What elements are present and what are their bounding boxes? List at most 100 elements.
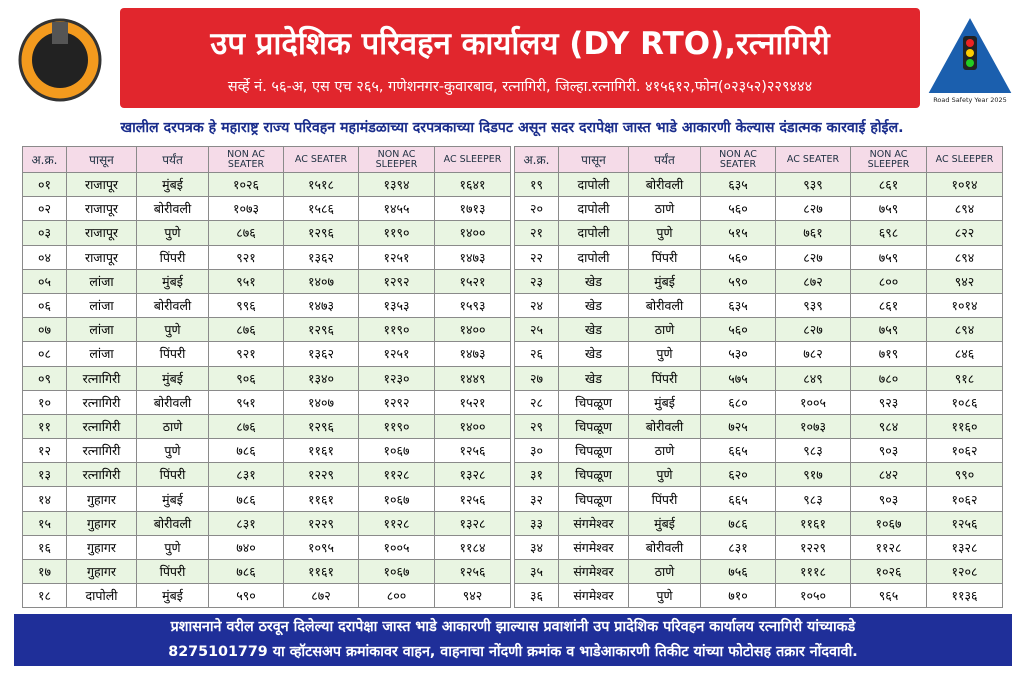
table-cell: ५७५ — [700, 365, 776, 391]
table-cell: ०६ — [22, 292, 67, 319]
table-cell: १२९६ — [283, 317, 359, 343]
table-cell: ७५६ — [700, 558, 776, 585]
table-cell: मुंबई — [136, 171, 209, 198]
table-cell: ७१९ — [850, 341, 927, 367]
table-row: १४ गुहागर मुंबई ७८६ ११६१ १०६७ १२५६ — [22, 486, 511, 512]
table-cell: ९३९ — [775, 171, 851, 198]
table-cell: १४०० — [434, 413, 511, 440]
table-cell: १५ — [22, 510, 67, 536]
table-cell: मुंबई — [136, 583, 209, 609]
table-row: ११ रत्नागिरी ठाणे ८७६ १२९६ ११९० १४०० — [22, 413, 511, 440]
table-cell: १२९२ — [358, 389, 435, 415]
table-cell: १०७३ — [775, 413, 851, 440]
table-cell: ०९ — [22, 365, 67, 391]
table-cell: १३६२ — [283, 244, 359, 270]
table-row: ०१ राजापूर मुंबई १०२६ १५१८ १३९४ १६४१ — [22, 171, 511, 198]
table-cell: १०६७ — [358, 486, 435, 512]
table-cell: ९९६ — [208, 292, 284, 319]
table-cell: ६८० — [700, 389, 776, 415]
table-cell: १३९४ — [358, 171, 435, 198]
table-cell: ठाणे — [628, 317, 701, 343]
table-cell: ०३ — [22, 220, 67, 246]
table-row: ३६ संगमेश्वर पुणे ७१० १०५० ९६५ ११३६ — [514, 583, 1003, 609]
table-cell: १३४० — [283, 365, 359, 391]
table-cell: १३ — [22, 462, 67, 488]
table-cell: ५३० — [700, 341, 776, 367]
table-cell: ८४६ — [926, 341, 1003, 367]
table-cell: ०२ — [22, 196, 67, 222]
column-header: NON AC SEATER — [700, 146, 776, 173]
table-cell: १५१८ — [283, 171, 359, 198]
table-cell: राजापूर — [66, 196, 137, 222]
table-cell: ७८६ — [208, 558, 284, 585]
column-header: पर्यंत — [628, 146, 701, 173]
table-cell: रत्नागिरी — [66, 413, 137, 440]
table-cell: ०१ — [22, 171, 67, 198]
table-cell: खेड — [558, 268, 629, 294]
header-row: अ.क्र. पासून पर्यंत NON AC SEATER AC SEATER N… — [22, 146, 511, 173]
table-cell: १५८६ — [283, 196, 359, 222]
table-cell: १११८ — [775, 558, 851, 585]
table-cell: १४४९ — [434, 365, 511, 391]
table-cell: ९१७ — [775, 462, 851, 488]
table-row: ०९ रत्नागिरी मुंबई ९०६ १३४० १२३० १४४९ — [22, 365, 511, 391]
table-cell: ८६१ — [850, 292, 927, 319]
table-row: १६ गुहागर पुणे ७४० १०९५ १००५ ११८४ — [22, 534, 511, 561]
table-cell: १४७३ — [283, 292, 359, 319]
table-cell: बोरीवली — [136, 292, 209, 319]
table-row: २७ खेड पिंपरी ५७५ ८४९ ७८० ९१८ — [514, 365, 1003, 391]
table-cell: ५९० — [700, 268, 776, 294]
table-cell: ११६० — [926, 413, 1003, 440]
table-cell: पिंपरी — [136, 462, 209, 488]
table-cell: ९४२ — [434, 583, 511, 609]
column-header: AC SLEEPER — [434, 146, 511, 173]
table-cell: ३२ — [514, 486, 559, 512]
logo-light — [966, 39, 974, 47]
table-cell: ठाणे — [628, 438, 701, 464]
table-cell: १०६२ — [926, 438, 1003, 464]
table-cell: राजापूर — [66, 244, 137, 270]
table-cell: मुंबई — [628, 389, 701, 415]
table-cell: रत्नागिरी — [66, 389, 137, 415]
table-cell: ६९८ — [850, 220, 927, 246]
table-cell: १२९६ — [283, 413, 359, 440]
table-cell: ७२५ — [700, 413, 776, 440]
table-cell: ९८३ — [775, 438, 851, 464]
table-cell: बोरीवली — [628, 413, 701, 440]
table-cell: गुहागर — [66, 558, 137, 585]
table-cell: २० — [514, 196, 559, 222]
table-cell: १९ — [514, 171, 559, 198]
table-cell: ८३१ — [208, 510, 284, 536]
column-header: पर्यंत — [136, 146, 209, 173]
table-cell: राजापूर — [66, 171, 137, 198]
table-cell: १२५६ — [926, 510, 1003, 536]
table-cell: ठाणे — [136, 413, 209, 440]
table-cell: १००५ — [358, 534, 435, 561]
table-cell: १२०८ — [926, 558, 1003, 585]
table-cell: ८९४ — [926, 196, 1003, 222]
table-cell: १४७३ — [434, 341, 511, 367]
table-cell: २६ — [514, 341, 559, 367]
table-cell: १५२१ — [434, 389, 511, 415]
table-cell: २९ — [514, 413, 559, 440]
table-cell: १२२९ — [283, 462, 359, 488]
table-cell: २२ — [514, 244, 559, 270]
table-cell: ६६५ — [700, 486, 776, 512]
table-cell: ११२८ — [358, 510, 435, 536]
table-cell: १०५० — [775, 583, 851, 609]
table-cell: ९४२ — [926, 268, 1003, 294]
table-row: २८ चिपळूण मुंबई ६८० १००५ ९२३ १०८६ — [514, 389, 1003, 415]
table-cell: ८४९ — [775, 365, 851, 391]
table-cell: १०९५ — [283, 534, 359, 561]
table-cell: ८४२ — [850, 462, 927, 488]
table-cell: ७८२ — [775, 341, 851, 367]
footer-banner: प्रशासनाने वरील ठरवून दिलेल्या दरापेक्षा… — [14, 614, 1012, 666]
table-cell: १४०७ — [283, 389, 359, 415]
table-cell: गुहागर — [66, 534, 137, 561]
table-cell: ९२१ — [208, 341, 284, 367]
column-header: अ.क्र. — [514, 146, 559, 173]
title: उप प्रादेशिक परिवहन कार्यालय (DY RTO),रत… — [210, 26, 830, 62]
table-cell: १२२९ — [775, 534, 851, 561]
table-cell: १४०० — [434, 317, 511, 343]
table-cell: पिंपरी — [136, 558, 209, 585]
